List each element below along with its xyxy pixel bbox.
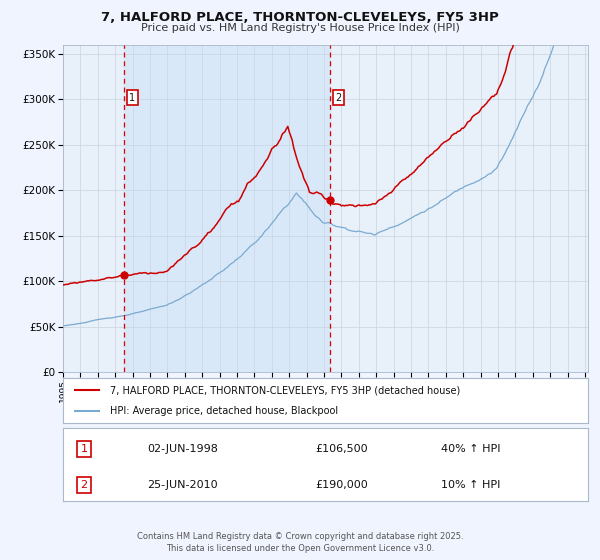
Text: 02-JUN-1998: 02-JUN-1998 bbox=[147, 444, 218, 454]
Text: 7, HALFORD PLACE, THORNTON-CLEVELEYS, FY5 3HP (detached house): 7, HALFORD PLACE, THORNTON-CLEVELEYS, FY… bbox=[110, 385, 461, 395]
Text: 25-JUN-2010: 25-JUN-2010 bbox=[147, 480, 218, 490]
Bar bbox=[124, 45, 330, 372]
Text: 2: 2 bbox=[335, 92, 341, 102]
Text: 7, HALFORD PLACE, THORNTON-CLEVELEYS, FY5 3HP: 7, HALFORD PLACE, THORNTON-CLEVELEYS, FY… bbox=[101, 11, 499, 24]
Text: 1: 1 bbox=[80, 444, 88, 454]
Text: Price paid vs. HM Land Registry's House Price Index (HPI): Price paid vs. HM Land Registry's House … bbox=[140, 23, 460, 33]
Text: HPI: Average price, detached house, Blackpool: HPI: Average price, detached house, Blac… bbox=[110, 405, 338, 416]
Text: 1: 1 bbox=[129, 92, 135, 102]
Text: £106,500: £106,500 bbox=[315, 444, 368, 454]
Text: 10% ↑ HPI: 10% ↑ HPI bbox=[441, 480, 500, 490]
Text: £190,000: £190,000 bbox=[315, 480, 368, 490]
Text: Contains HM Land Registry data © Crown copyright and database right 2025.
This d: Contains HM Land Registry data © Crown c… bbox=[137, 532, 463, 553]
Text: 2: 2 bbox=[80, 480, 88, 490]
Text: 40% ↑ HPI: 40% ↑ HPI bbox=[441, 444, 500, 454]
